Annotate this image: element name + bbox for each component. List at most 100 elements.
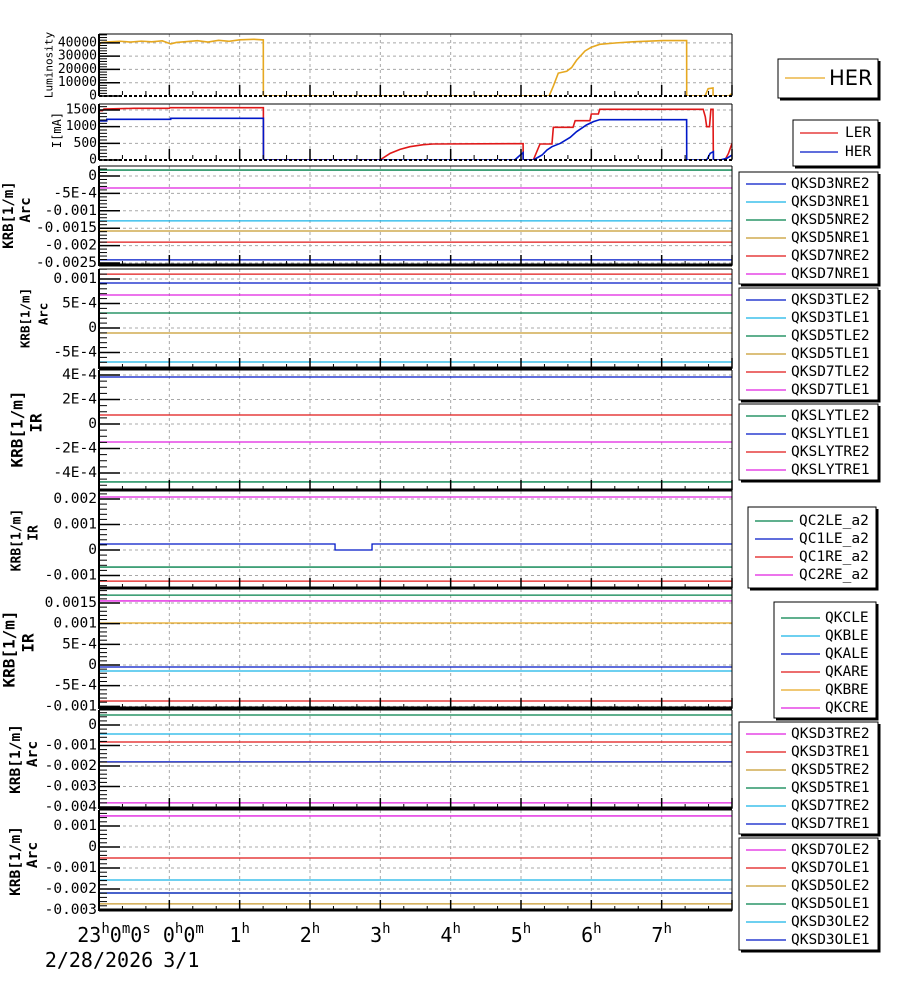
axes (98, 490, 733, 590)
y-tick-labels: 0.0015 0.001 5E-4 0 -5E-4 -0.001 (45, 595, 98, 714)
series-line-her (99, 117, 732, 160)
x-tick-unit: h (101, 921, 109, 937)
legend-label: LER (845, 125, 871, 141)
x-tick-value: 5 (511, 923, 523, 947)
legend-label: QKSD5TLE1 (791, 346, 870, 362)
legend-label: QKSD5TLE2 (791, 328, 870, 344)
legend: QKSD3TLE2 QKSD3TLE1 QKSD5TLE2 QKSD5TLE1 QKSD… (738, 287, 881, 403)
legend-shadow (741, 406, 881, 483)
legend-box (738, 837, 879, 951)
grid (99, 810, 732, 911)
axes (98, 103, 733, 161)
legend-label: QKSD3OLE2 (791, 914, 870, 930)
legend-item: QKSD3OLE1 (746, 932, 870, 948)
y-tick-label: 0 (89, 89, 97, 104)
legend-label: QC2LE_a2 (799, 513, 869, 529)
legend-item: QKSD7OLE1 (746, 860, 870, 876)
y-axis-sublabel: Arc (18, 197, 34, 222)
y-tick-label: -0.001 (45, 203, 97, 219)
y-tick-label: 40000 (58, 35, 97, 50)
y-tick-label: -2E-4 (53, 441, 97, 457)
y-tick-label: 0 (88, 168, 97, 184)
y-tick-label: 1000 (66, 119, 97, 134)
legend-item: QKSD7TLE2 (746, 364, 870, 380)
legend-box (738, 403, 879, 481)
series-line-her (99, 38, 732, 96)
panel-8: 0.001 0 -0.001 -0.002 -0.003 KRB[1/m] Arc QKSD7… (8, 809, 881, 953)
legend: QKCLE QKBLE QKALE QKARE QKBRE QKCRE (773, 601, 879, 721)
y-tick-labels: 4E-4 2E-4 0 -2E-4 -4E-4 (53, 367, 97, 481)
legend-item: QKBRE (781, 682, 869, 698)
legend-item: QKSD3TLE1 (746, 310, 870, 326)
legend: QKSD3NRE2 QKSD3NRE1 QKSD5NRE2 QKSD5NRE1 QKSD… (738, 171, 881, 287)
x-tick-value: 23 (77, 923, 101, 947)
x-tick-unit: h (523, 921, 531, 937)
legend-item: QKSD3TLE2 (746, 292, 870, 308)
y-tick-label: 5E-4 (62, 636, 97, 652)
grid (99, 166, 732, 266)
x-tick-value: 3 (370, 923, 382, 947)
legend-label: QKSD7OLE1 (791, 860, 870, 876)
legend-item: QKSD3NRE1 (746, 194, 870, 210)
series-lines (99, 38, 732, 96)
legend-label: QKCLE (825, 610, 869, 626)
series-line-ler (99, 106, 732, 160)
legend: QKSD7OLE2 QKSD7OLE1 QKSD5OLE2 QKSD5OLE1 QKSD… (738, 837, 881, 953)
series-lines (99, 496, 732, 582)
panel-7: 0 -0.001 -0.002 -0.003 -0.004 KRB[1/m] Arc QKSD… (8, 709, 881, 837)
y-tick-label: 0.002 (53, 491, 97, 507)
legend-item: QKBLE (781, 628, 869, 644)
legend-label: QKARE (825, 664, 869, 680)
y-axis-sublabel: Arc (25, 741, 41, 767)
legend-item: QKSD5OLE2 (746, 878, 870, 894)
y-tick-labels: 0 -0.001 -0.002 -0.003 -0.004 (45, 717, 98, 815)
y-tick-label: 30000 (58, 49, 97, 64)
series-lines (99, 815, 732, 905)
legend-item: QC2RE_a2 (755, 567, 869, 583)
legend-item: HER (800, 144, 871, 160)
legend-item: QKSD7NRE2 (746, 248, 870, 264)
legend-item: QKSD3TRE2 (746, 726, 870, 742)
legend-label: QKALE (825, 646, 869, 662)
y-axis-label: I[mA] (50, 112, 64, 148)
legend-label: QKSLYTLE2 (791, 408, 870, 424)
legend-shadow (741, 174, 881, 287)
y-tick-label: 4E-4 (62, 367, 97, 383)
y-tick-label: 0 (88, 416, 97, 432)
legend-item: QC2LE_a2 (755, 513, 869, 529)
legend: QKSLYTLE2 QKSLYTLE1 QKSLYTRE2 QKSLYTRE1 (738, 403, 881, 483)
series-line-qc1le-a2 (99, 543, 732, 551)
x-tick-value: 0 (183, 923, 195, 947)
y-tick-label: -0.003 (45, 902, 97, 918)
x-tick-label: 6h (581, 921, 601, 947)
legend-item: QKALE (781, 646, 869, 662)
y-tick-label: -0.002 (45, 758, 97, 774)
y-tick-label: 0 (89, 153, 97, 168)
legend-label: QKSD5TRE1 (791, 780, 870, 796)
legend-item: QC1RE_a2 (755, 549, 869, 565)
series-lines (99, 169, 732, 261)
x-tick-unit: h (382, 921, 390, 937)
y-tick-label: 0 (88, 717, 97, 733)
y-tick-label: 5E-4 (62, 295, 97, 311)
y-tick-label: -0.002 (45, 238, 97, 254)
y-axis-label: KRB[1/m] (8, 826, 24, 896)
legend-item: LER (800, 125, 871, 141)
y-tick-label: 0.001 (53, 271, 97, 287)
legend-item: QKSD3NRE2 (746, 176, 870, 192)
panel-6: 0.0015 0.001 5E-4 0 -5E-4 -0.001 KRB[1/m] IR QKC… (0, 588, 879, 721)
x-tick-label: 1h (229, 921, 249, 947)
series-lines (99, 594, 732, 702)
legend-item: QKSLYTRE1 (746, 462, 870, 478)
legend-item: QKSD7TRE2 (746, 798, 870, 814)
y-tick-labels: 0-5E-4 -0.001-0.0015 -0.002-0.0025 (36, 168, 97, 271)
x-date-label: 2/28/2026 (45, 948, 153, 972)
x-tick-value: 7 (651, 923, 663, 947)
y-tick-label: 0.001 (53, 818, 97, 834)
y-tick-labels: 0.001 0 -0.001 -0.002 -0.003 (45, 818, 97, 918)
x-tick-unit: m (122, 921, 130, 937)
